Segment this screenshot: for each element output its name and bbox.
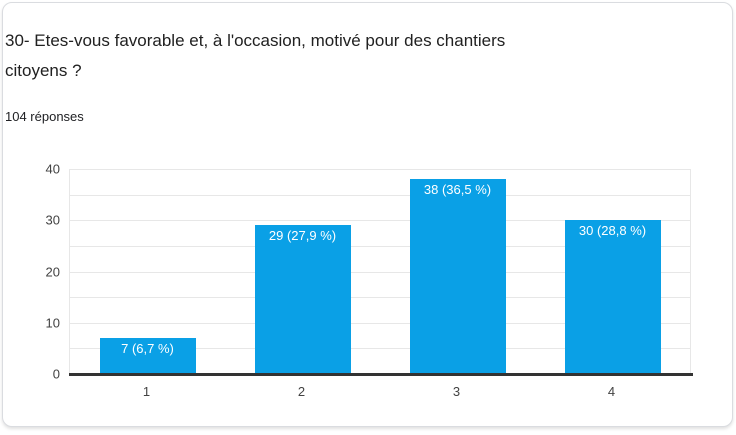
y-axis-label: 0	[52, 366, 60, 382]
question-title: 30- Etes-vous favorable et, à l'occasion…	[5, 26, 705, 86]
x-axis-baseline	[69, 373, 693, 376]
x-axis: 1 2 3 4	[69, 384, 689, 402]
bar-column: 38 (36,5 %)	[380, 169, 535, 374]
bar[interactable]: 38 (36,5 %)	[409, 179, 506, 374]
bar-column: 7 (6,7 %)	[70, 169, 225, 374]
bar-column: 30 (28,8 %)	[535, 169, 690, 374]
y-axis-label: 20	[45, 264, 60, 279]
y-axis-label: 30	[45, 212, 60, 228]
gridline	[70, 297, 690, 299]
bar-chart: 0 10 20 30 40 7 (6,7 %) 29 (27,9 %) 38 (36,5 %…	[3, 3, 732, 426]
x-axis-label: 2	[297, 384, 306, 399]
gridline	[70, 348, 690, 350]
gridline	[70, 169, 690, 170]
bar-value-label: 7 (6,7 %)	[121, 341, 174, 357]
y-axis-label: 40	[45, 161, 60, 177]
question-title-line-1: 30- Etes-vous favorable et, à l'occasion…	[5, 31, 506, 50]
gridline	[70, 194, 690, 196]
gridline	[70, 220, 690, 222]
y-axis: 0 10 20 30 40	[3, 163, 60, 381]
bar[interactable]: 30 (28,8 %)	[564, 220, 661, 374]
response-count: 104 réponses	[5, 109, 84, 124]
x-axis-label: 4	[607, 384, 616, 399]
gridline	[70, 322, 690, 324]
bar[interactable]: 29 (27,9 %)	[254, 225, 351, 374]
bar-column: 29 (27,9 %)	[225, 169, 380, 374]
bar-value-label: 30 (28,8 %)	[578, 223, 647, 239]
x-axis-label: 1	[142, 384, 151, 399]
gridline	[70, 245, 690, 247]
bar-value-label: 38 (36,5 %)	[423, 182, 492, 198]
gridline	[70, 271, 690, 273]
bar-value-label: 29 (27,9 %)	[268, 228, 337, 244]
y-axis-label: 10	[45, 315, 60, 331]
question-title-line-2: citoyens ?	[5, 61, 82, 80]
x-axis-label: 3	[452, 384, 461, 399]
question-result-card: 30- Etes-vous favorable et, à l'occasion…	[2, 2, 733, 427]
chart-plot-area: 7 (6,7 %) 29 (27,9 %) 38 (36,5 %) 30 (28,8 …	[69, 169, 691, 374]
bar[interactable]: 7 (6,7 %)	[99, 338, 196, 374]
